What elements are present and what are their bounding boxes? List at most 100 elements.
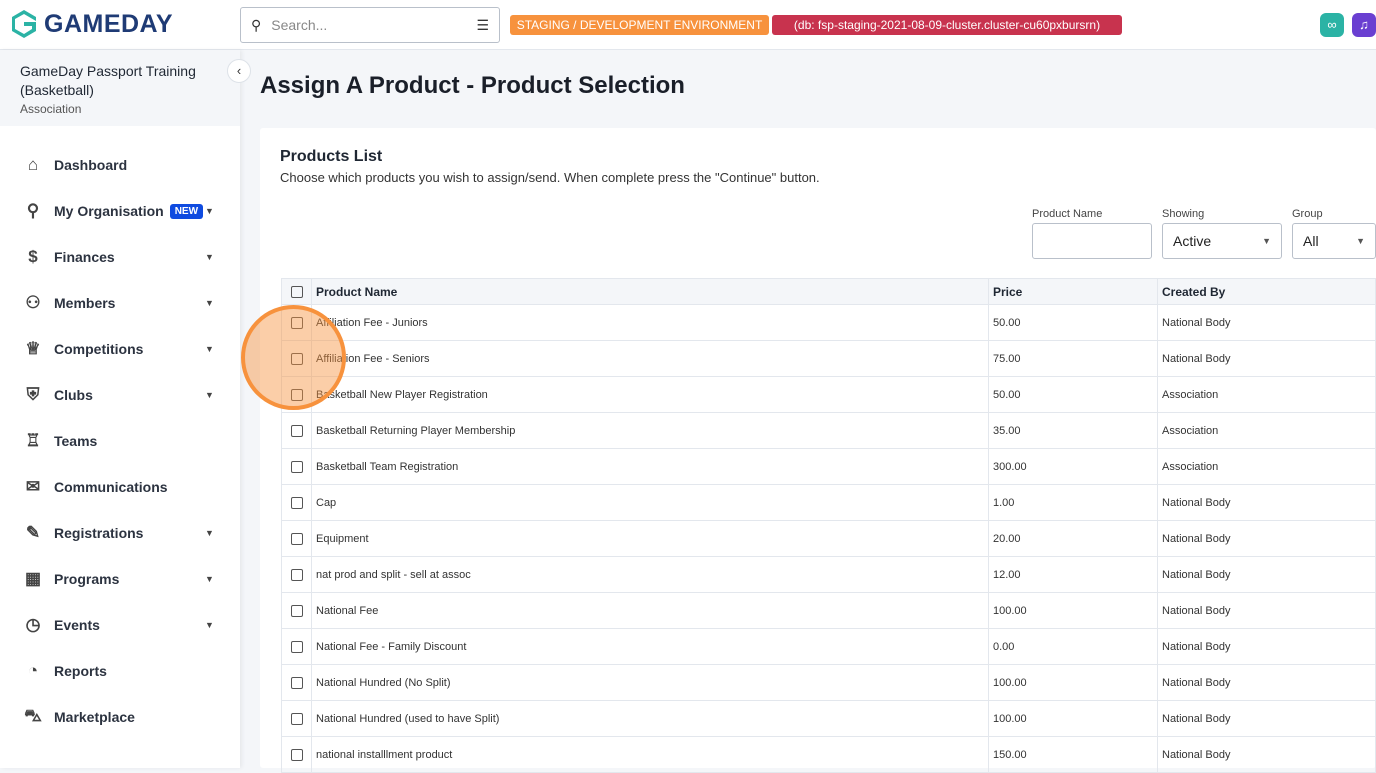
product-name-filter: Product Name (1032, 208, 1152, 259)
product-name-cell: National Hundred (used to have Split) (311, 700, 989, 737)
product-name-cell: National Hundred (No Split) (311, 664, 989, 701)
sidebar-item-competitions[interactable]: ♕ Competitions ▼ (0, 326, 240, 372)
sidebar-item-my-organisation[interactable]: ⚲ My Organisation NEW ▼ (0, 188, 240, 234)
sidebar-item-dashboard[interactable]: ⌂ Dashboard (0, 142, 240, 188)
shop-app-icon[interactable]: ♫ (1352, 13, 1376, 37)
club-icon: ⛨ (26, 385, 40, 404)
created-by-cell: National Body (1157, 664, 1376, 701)
trophy-icon: ♕ (25, 339, 41, 358)
price-cell: 0.00 (988, 628, 1158, 665)
sidebar-item-events[interactable]: ◷ Events ▼ (0, 602, 240, 648)
caret-down-icon[interactable]: ▼ (205, 620, 214, 630)
table-row[interactable]: Affiliation Fee - Juniors 50.00 National… (281, 304, 1376, 341)
caret-down-icon[interactable]: ▼ (205, 206, 214, 216)
column-header-created-by[interactable]: Created By (1157, 278, 1376, 305)
jersey-icon: ♖ (25, 431, 41, 450)
select-value: Active (1173, 233, 1212, 249)
product-name-cell: Equipment (311, 520, 989, 557)
column-header-product-name[interactable]: Product Name (311, 278, 989, 305)
row-checkbox[interactable] (290, 388, 303, 401)
table-row[interactable]: National Hundred (No Split) 100.00 Natio… (281, 664, 1376, 701)
filter-label: Product Name (1032, 208, 1103, 220)
organisation-header: GameDay Passport Training (Basketball) A… (0, 50, 240, 126)
pie-chart-icon: ◔ (27, 661, 39, 680)
select-all-checkbox[interactable] (290, 286, 303, 299)
created-by-cell: Association (1157, 412, 1376, 449)
row-checkbox[interactable] (290, 712, 303, 725)
row-checkbox[interactable] (290, 316, 303, 329)
form-icon: ✎ (25, 523, 41, 542)
row-checkbox[interactable] (290, 604, 303, 617)
table-row[interactable]: national installlment product 150.00 Nat… (281, 736, 1376, 773)
logo[interactable]: GAMEDAY (10, 9, 173, 39)
team-app-icon[interactable]: ∞ (1320, 13, 1344, 37)
table-row[interactable]: Basketball Returning Player Membership 3… (281, 412, 1376, 449)
sidebar-item-programs[interactable]: ▦ Programs ▼ (0, 556, 240, 602)
chat-icon: ✉ (25, 477, 41, 496)
table-row[interactable]: National Hundred (used to have Split) 10… (281, 700, 1376, 737)
price-cell: 100.00 (988, 664, 1158, 701)
dollar-icon: $ (28, 247, 38, 266)
org-chart-icon: ⚲ (26, 201, 40, 220)
sidebar-item-teams[interactable]: ♖ Teams (0, 418, 240, 464)
table-row[interactable]: Basketball Team Registration 300.00 Asso… (281, 448, 1376, 485)
caret-down-icon[interactable]: ▼ (205, 574, 214, 584)
row-checkbox[interactable] (290, 748, 303, 761)
sidebar-item-label: Events (54, 617, 100, 633)
table-row[interactable]: National Fee - Family Discount 0.00 Nati… (281, 628, 1376, 665)
created-by-cell: National Body (1157, 484, 1376, 521)
caret-down-icon[interactable]: ▼ (205, 528, 214, 538)
caret-down-icon[interactable]: ▼ (205, 344, 214, 354)
sidebar-item-label: Marketplace (54, 709, 135, 725)
table-row[interactable]: nat prod and split - sell at assoc 12.00… (281, 556, 1376, 593)
filter-label: Group (1292, 208, 1323, 220)
sidebar-item-label: Programs (54, 571, 120, 587)
group-select[interactable]: All ▼ (1292, 223, 1376, 259)
row-checkbox[interactable] (290, 640, 303, 653)
row-checkbox[interactable] (290, 460, 303, 473)
sidebar-item-clubs[interactable]: ⛨ Clubs ▼ (0, 372, 240, 418)
caret-down-icon[interactable]: ▼ (205, 298, 214, 308)
sidebar-item-marketplace[interactable]: ⛍ Marketplace (0, 694, 240, 740)
row-checkbox[interactable] (290, 676, 303, 689)
created-by-cell: National Body (1157, 556, 1376, 593)
sidebar-item-reports[interactable]: ◔ Reports (0, 648, 240, 694)
filter-sliders-icon[interactable]: ☰ (476, 16, 489, 33)
sidebar-item-communications[interactable]: ✉ Communications (0, 464, 240, 510)
search-input[interactable]: ⚲ Search... ☰ (240, 7, 500, 43)
sidebar-item-label: Competitions (54, 341, 144, 357)
created-by-cell: National Body (1157, 340, 1376, 377)
sidebar-item-members[interactable]: ⚇ Members ▼ (0, 280, 240, 326)
column-header-price[interactable]: Price (988, 278, 1158, 305)
row-checkbox[interactable] (290, 496, 303, 509)
table-row[interactable]: National Fee 100.00 National Body (281, 592, 1376, 629)
sidebar-item-label: Finances (54, 249, 115, 265)
collapse-sidebar-button[interactable]: ‹ (227, 59, 251, 83)
showing-select[interactable]: Active ▼ (1162, 223, 1282, 259)
sidebar-item-registrations[interactable]: ✎ Registrations ▼ (0, 510, 240, 556)
row-checkbox[interactable] (290, 424, 303, 437)
product-name-cell: national installlment product (311, 736, 989, 773)
sidebar-item-finances[interactable]: $ Finances ▼ (0, 234, 240, 280)
row-checkbox[interactable] (290, 532, 303, 545)
price-cell: 1.00 (988, 484, 1158, 521)
created-by-cell: National Body (1157, 736, 1376, 773)
table-row[interactable]: Basketball New Player Registration 50.00… (281, 376, 1376, 413)
caret-down-icon[interactable]: ▼ (205, 252, 214, 262)
row-checkbox[interactable] (290, 568, 303, 581)
table-row[interactable]: Equipment 20.00 National Body (281, 520, 1376, 557)
sidebar-nav: ⌂ Dashboard ⚲ My Organisation NEW ▼ $ Finances ▼… (0, 126, 240, 740)
select-all-cell (281, 278, 312, 305)
product-name-input[interactable] (1032, 223, 1152, 259)
card-description: Choose which products you wish to assign… (280, 170, 820, 185)
price-cell: 75.00 (988, 340, 1158, 377)
gameday-logo-icon (12, 10, 36, 38)
table-row[interactable]: Cap 1.00 National Body (281, 484, 1376, 521)
table-row[interactable]: Affiliation Fee - Seniors 75.00 National… (281, 340, 1376, 377)
row-checkbox[interactable] (290, 352, 303, 365)
card-title: Products List (280, 148, 383, 165)
product-name-cell: Affiliation Fee - Juniors (311, 304, 989, 341)
sidebar-item-label: Communications (54, 479, 168, 495)
caret-down-icon[interactable]: ▼ (205, 390, 214, 400)
logo-text: GAMEDAY (44, 9, 173, 38)
